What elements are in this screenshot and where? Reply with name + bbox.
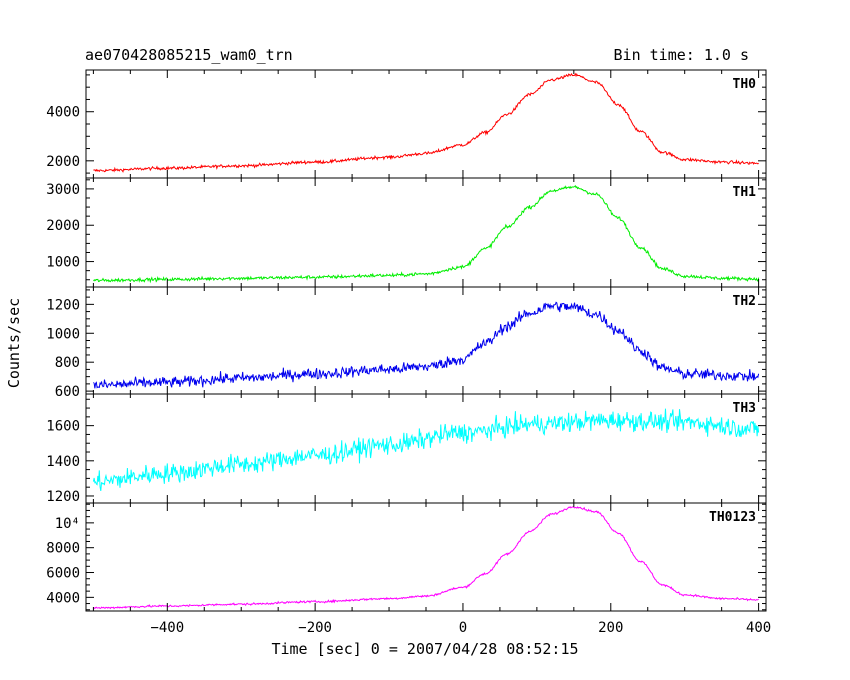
panel-label-th3: TH3 [733, 401, 756, 416]
y-tick-label: 10⁴ [55, 516, 80, 532]
y-tick-label: 1000 [46, 255, 80, 271]
y-tick-label: 2000 [46, 218, 80, 234]
y-tick-label: 2000 [46, 154, 80, 170]
y-tick-label: 1200 [46, 297, 80, 313]
x-tick-label: −200 [298, 620, 332, 636]
panel-frame-th0 [85, 69, 767, 179]
y-tick-label: 4000 [46, 105, 80, 121]
x-axis-tick-labels: −400 −200 0 200 400 [150, 620, 771, 636]
y-tick-label: 6000 [46, 566, 80, 582]
panel-th2: 600 800 1000 1200 TH2 [46, 286, 767, 400]
x-tick-label: 200 [598, 620, 623, 636]
panels-group: 2000 4000 TH0 1000 2000 3000 TH1 600 800 1000 1200… [46, 69, 767, 612]
y-tick-label: 1200 [46, 489, 80, 505]
y-tick-label: 600 [55, 384, 80, 400]
panel-frame-th0123 [85, 502, 767, 612]
chart-title: ae070428085215_wam0_trn [85, 46, 293, 64]
series-line-th3 [92, 408, 760, 492]
panel-frame-th1 [85, 177, 767, 288]
y-tick-label: 3000 [46, 182, 80, 198]
panel-label-th1: TH1 [733, 185, 757, 200]
panel-th3: 1200 1400 1600 TH3 [46, 393, 767, 505]
panel-label-th0123: TH0123 [709, 510, 756, 525]
x-tick-label: −400 [150, 620, 184, 636]
panel-label-th2: TH2 [733, 294, 756, 309]
panel-th0: 2000 4000 TH0 [46, 69, 767, 179]
series-line-th2 [93, 301, 760, 389]
y-tick-label: 1000 [46, 326, 80, 342]
series-line-th1 [93, 184, 760, 284]
x-axis-title: Time [sec] 0 = 2007/04/28 08:52:15 [271, 640, 578, 658]
y-tick-label: 800 [55, 355, 80, 371]
y-tick-label: 1600 [46, 419, 80, 435]
y-axis-title: Counts/sec [5, 298, 23, 388]
panel-th1: 1000 2000 3000 TH1 [46, 177, 767, 288]
series-line-th0123 [93, 506, 759, 610]
x-tick-label: 0 [459, 620, 467, 636]
bin-time-label: Bin time: 1.0 s [614, 46, 749, 64]
panel-label-th0: TH0 [733, 77, 757, 92]
y-tick-label: 8000 [46, 541, 80, 557]
series-line-th0 [93, 72, 759, 173]
panel-frame-th3 [85, 393, 767, 504]
y-tick-label: 1400 [46, 454, 80, 470]
x-tick-label: 400 [746, 620, 771, 636]
panel-th0123: 4000 6000 8000 10⁴ TH0123 [46, 502, 767, 612]
y-tick-label: 4000 [46, 590, 80, 606]
